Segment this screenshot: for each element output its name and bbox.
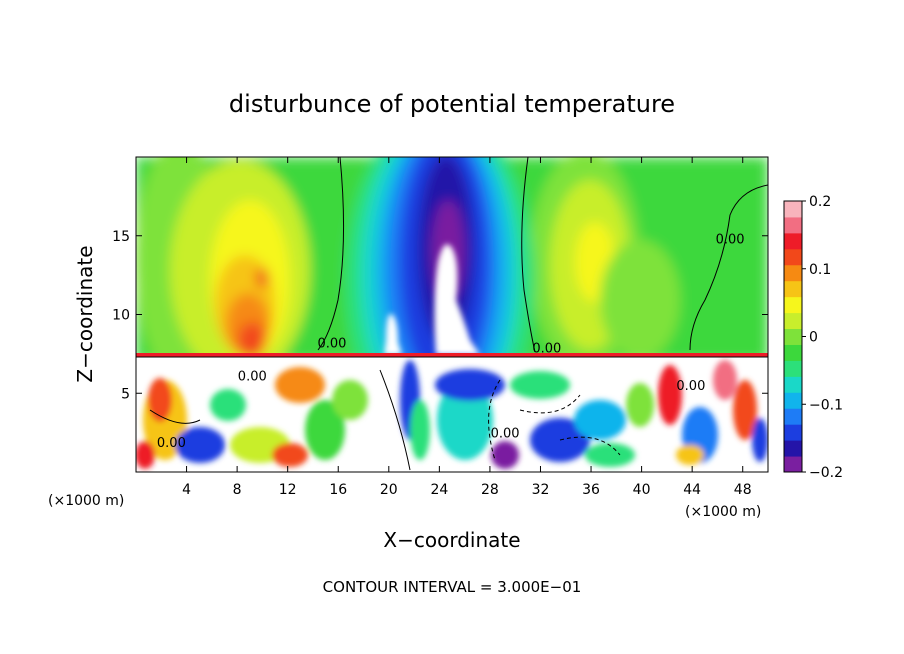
contour-label: 0.00: [317, 337, 346, 352]
x-axis: 4 8 12 16 20 24 28 32 36 40 44 48: [182, 157, 752, 498]
x-tick-label: 28: [481, 482, 499, 498]
colorbar-swatch: [784, 312, 802, 330]
x-tick-label: 4: [182, 482, 191, 498]
colorbar-swatch: [784, 232, 802, 250]
contour-label: 0.00: [491, 426, 520, 441]
contour-label: 0.00: [157, 436, 186, 451]
x-tick-label: 32: [532, 482, 550, 498]
colorbar-tick-label: 0.1: [809, 262, 831, 278]
y-axis: 5 10 15: [112, 229, 768, 402]
colorbar-swatch: [784, 264, 802, 282]
colorbar-swatch: [784, 296, 802, 314]
x-tick-label: 48: [734, 482, 752, 498]
x-tick-label: 16: [329, 482, 347, 498]
y-tick-label: 5: [121, 386, 130, 402]
colorbar: 0.2 0.1 0 −0.1 −0.2: [783, 194, 843, 481]
x-tick-label: 44: [683, 482, 701, 498]
y-tick-label: 15: [112, 229, 130, 245]
y-tick-label: 10: [112, 308, 130, 324]
colorbar-tick-label: −0.2: [809, 465, 843, 481]
contour-label-layer: 0.00 0.00 0.00 0.00 0.00 0.00 0.00: [157, 233, 745, 451]
colorbar-swatch: [784, 201, 802, 218]
x-tick-label: 40: [633, 482, 651, 498]
plot-area: 0.00 0.00 0.00 0.00 0.00 0.00 0.00: [136, 157, 768, 472]
contour-label: 0.00: [238, 370, 267, 385]
colorbar-swatch: [784, 424, 802, 441]
x-unit-right: (×1000 m): [685, 504, 761, 520]
contour-interval-footer: CONTOUR INTERVAL = 3.000E−01: [323, 578, 582, 596]
colorbar-swatch: [784, 392, 802, 409]
colorbar-tick-label: 0: [809, 330, 818, 346]
colorbar-swatch: [784, 456, 802, 473]
x-tick-label: 20: [380, 482, 398, 498]
colorbar-swatch: [784, 440, 802, 457]
contour-lines: [136, 157, 768, 471]
colorbar-swatch: [784, 328, 802, 345]
y-axis-label: Z−coordinate: [73, 245, 97, 382]
heatmap-field: [136, 157, 768, 472]
contour-label: 0.00: [716, 233, 745, 248]
contour-label: 0.00: [532, 341, 561, 356]
colorbar-tick-label: 0.2: [809, 194, 831, 210]
x-tick-label: 24: [430, 482, 448, 498]
colorbar-swatch: [784, 408, 802, 425]
x-axis-label: X−coordinate: [383, 528, 520, 552]
colorbar-swatch: [784, 216, 802, 234]
x-tick-label: 36: [582, 482, 600, 498]
colorbar-swatch: [784, 248, 802, 266]
colorbar-tick-label: −0.1: [809, 397, 843, 413]
colorbar-swatch: [784, 344, 802, 361]
x-tick-label: 8: [233, 482, 242, 498]
colorbar-swatch: [784, 280, 802, 298]
x-tick-label: 12: [279, 482, 297, 498]
x-unit-left: (×1000 m): [48, 493, 124, 509]
colorbar-swatch: [784, 360, 802, 377]
contour-label: 0.00: [676, 379, 705, 394]
colorbar-swatch: [784, 376, 802, 393]
chart-title: disturbunce of potential temperature: [229, 90, 675, 118]
